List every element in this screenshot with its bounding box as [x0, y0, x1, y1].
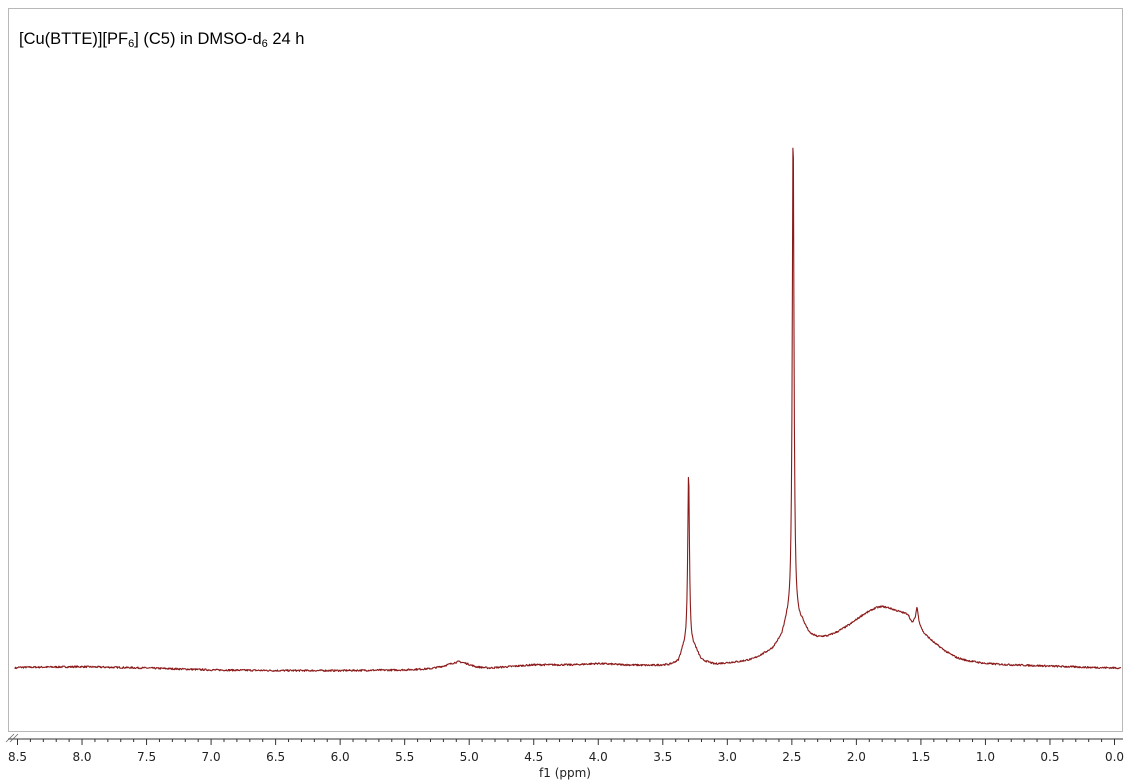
chart-title: [Cu(BTTE)][PF6] (C5) in DMSO-d6 24 h [19, 30, 304, 50]
x-tick-label: 4.0 [589, 750, 608, 764]
spectrum-series-line [14, 147, 1122, 672]
axis-break-mark [5, 733, 15, 743]
x-tick-label: 5.0 [460, 750, 479, 764]
x-tick-label: 7.0 [202, 750, 221, 764]
x-tick-label: 4.5 [524, 750, 543, 764]
x-axis-title: f1 (ppm) [539, 766, 591, 780]
x-tick-label: 3.5 [653, 750, 672, 764]
title-part-3: 24 h [267, 30, 305, 48]
x-tick-label: 3.0 [718, 750, 737, 764]
x-axis-tick-labels: 8.5 8.0 7.5 7.0 6.5 6.0 5.5 5.0 4.5 4.0 3.5 3.0 2.5 2… [8, 750, 1124, 764]
x-tick-label: 7.5 [137, 750, 156, 764]
x-tick-label: 5.5 [395, 750, 414, 764]
plot-frame [8, 8, 1123, 732]
x-tick-label: 1.0 [976, 750, 995, 764]
title-subscript-1: 6 [128, 38, 135, 50]
x-tick-label: 2.5 [782, 750, 801, 764]
x-tick-label: 2.0 [847, 750, 866, 764]
x-axis-ticks [17, 739, 1115, 745]
x-tick-label: 8.5 [8, 750, 27, 764]
title-subscript-2: 6 [261, 38, 268, 50]
axis-break-mark [9, 733, 19, 743]
x-tick-label: 6.5 [266, 750, 285, 764]
title-part-2: ] (C5) in DMSO-d [134, 30, 262, 48]
x-tick-label: 1.5 [911, 750, 930, 764]
x-tick-label: 8.0 [72, 750, 91, 764]
x-tick-label: 6.0 [331, 750, 350, 764]
x-tick-label: 0.5 [1040, 750, 1059, 764]
x-tick-label: 0.0 [1105, 750, 1124, 764]
title-part-1: [Cu(BTTE)][PF [19, 30, 129, 48]
